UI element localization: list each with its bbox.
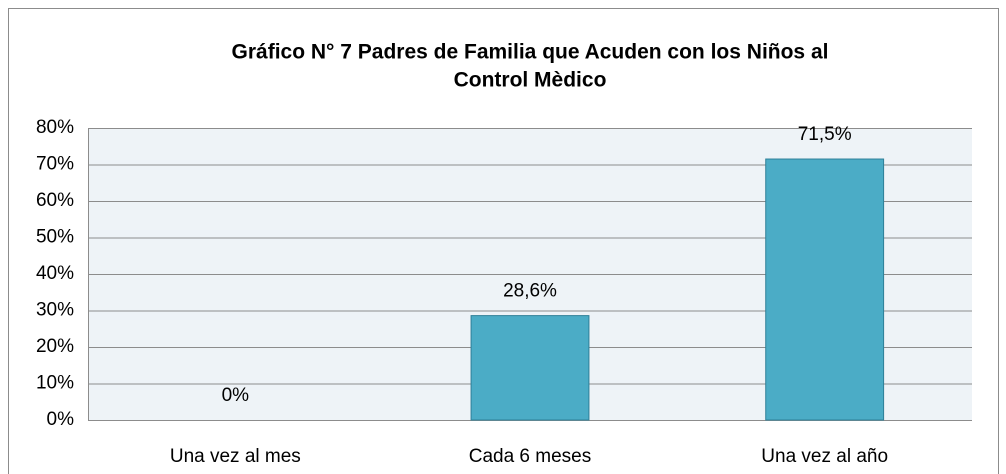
y-tick-label: 40% [36, 263, 74, 284]
x-tick-label: Una vez al año [761, 446, 888, 467]
y-tick-label: 20% [36, 336, 74, 357]
x-tick-label: Cada 6 meses [469, 446, 592, 467]
chart-title: Gráfico N° 7 Padres de Familia que Acude… [232, 41, 829, 64]
bar [470, 315, 590, 421]
y-tick-label: 0% [47, 409, 75, 430]
y-tick-label: 10% [36, 373, 74, 394]
bar [765, 158, 885, 421]
x-tick-label: Una vez al mes [170, 446, 301, 467]
value-label: 28,6% [503, 281, 557, 302]
y-tick-label: 80% [36, 117, 74, 138]
y-tick-label: 30% [36, 300, 74, 321]
y-tick-label: 60% [36, 190, 74, 211]
value-label: 71,5% [798, 124, 852, 145]
value-label: 0% [222, 385, 250, 406]
chart-title: Control Mèdico [454, 69, 607, 92]
y-tick-label: 70% [36, 154, 74, 175]
y-tick-label: 50% [36, 227, 74, 248]
